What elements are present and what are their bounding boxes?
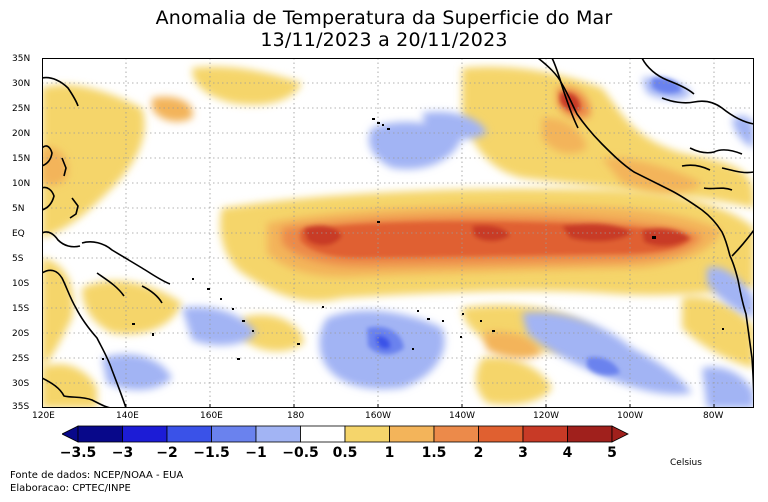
colorbar-tick-label: 5 [607,445,617,461]
colorbar-tick-label: −3 [111,445,134,461]
colorbar-segment [478,425,524,443]
colorbar-tick-label: 0.5 [332,445,358,461]
colorbar-segment [389,425,435,443]
lon-label: 100W [617,411,644,421]
colorbar-arrow-high [611,425,629,443]
colorbar-tick-label: −3.5 [59,445,97,461]
lat-label: 20N [12,129,31,139]
lat-label: 15S [12,304,30,314]
lon-label: 120W [533,411,560,421]
sst-anomaly-map [42,58,754,408]
colorbar [62,425,629,443]
colorbar-tick-label: −2 [156,445,178,461]
colorbar-segment [166,425,212,443]
lon-label: 180 [287,411,305,421]
colorbar-tick-label: −1 [245,445,267,461]
colorbar-tick-label: 4 [562,445,573,461]
colorbar-tick-label: 2 [473,445,484,461]
lon-label: 140W [449,411,476,421]
colorbar-segment [433,425,479,443]
lon-label: 80W [703,411,724,421]
colorbar-segment [122,425,168,443]
data-source-credit: Fonte de dados: NCEP/NOAA - EUA [10,470,184,481]
lat-label: 15N [12,154,31,164]
coastlines [42,58,754,408]
map-title: Anomalia de Temperatura da Superficie do… [155,7,613,29]
colorbar-tick-label: 1 [384,445,395,461]
author-credit: Elaboracao: CPTEC/INPE [10,483,131,494]
colorbar-segment [255,425,301,443]
lon-label: 120E [32,411,55,421]
warm-anomaly-very-strong [300,92,692,258]
lat-label: 25S [12,354,30,364]
colorbar-tick-label: −1.5 [193,445,230,461]
cool-anomaly-medium [367,77,682,376]
colorbar-tick-label: −0.5 [282,445,319,461]
colorbar-arrow-low [62,425,79,443]
colorbar-segment [522,425,568,443]
lat-label: 35N [12,54,31,64]
lat-label: 5S [12,254,24,264]
colorbar-tick-label: 3 [518,445,528,461]
units-label: Celsius [670,458,702,468]
lon-label: 160W [365,411,392,421]
lon-label: 140E [116,411,139,421]
colorbar-tick-label: 1.5 [421,445,447,461]
colorbar-segment [344,425,390,443]
lon-label: 160E [200,411,223,421]
lat-label: 10N [12,179,31,189]
axis-ticks [125,404,715,408]
lat-label: 20S [12,329,30,339]
graticule [42,58,754,408]
lat-label: 10S [12,279,30,289]
lat-label: 25N [12,104,31,114]
colorbar-segment [211,425,257,443]
islands [102,118,724,360]
map-date-range: 13/11/2023 a 20/11/2023 [260,29,508,51]
lat-label: 35S [12,402,30,412]
lat-label: 30S [12,379,30,389]
lat-label: EQ [12,229,25,239]
colorbar-segment [567,425,613,443]
colorbar-segment [77,425,123,443]
lat-label: 5N [12,204,25,214]
lat-label: 30N [12,79,31,89]
colorbar-segment [300,425,346,443]
